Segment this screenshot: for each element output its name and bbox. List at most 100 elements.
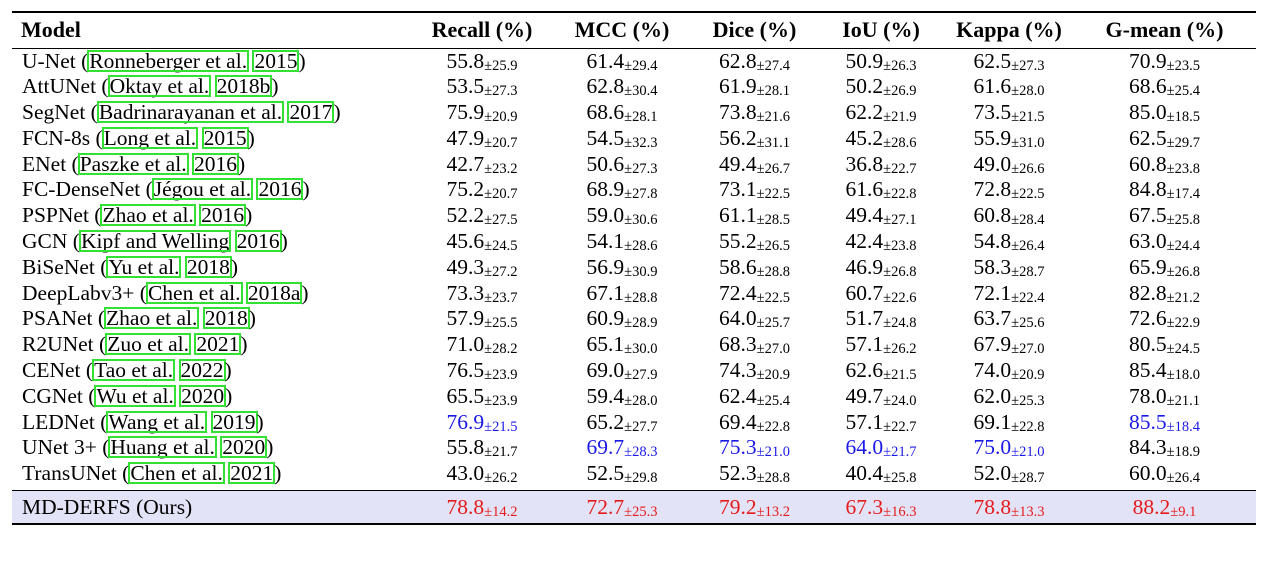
metric-std: ±21.0 <box>756 444 790 461</box>
metric-cell: 54.5±32.3 <box>552 125 692 151</box>
model-name: CENet ( <box>22 357 94 382</box>
model-name: MD-DERFS (Ours) <box>22 494 193 519</box>
table-row: TransUNet (Chen et al. 2021) 43.0±26.2 52.… <box>12 461 1256 491</box>
metric-mean: 60.8 <box>973 203 1012 228</box>
metric-mean: 64.0 <box>719 306 757 331</box>
metric-mean: 61.4 <box>586 48 625 73</box>
metric-mean: 74.3 <box>719 357 757 382</box>
metric-mean: 61.6 <box>845 177 884 202</box>
metric-mean: 52.3 <box>719 460 757 485</box>
citation-close: ) <box>298 48 306 73</box>
metric-cell: 69.0±27.9 <box>552 358 692 384</box>
metric-mean: 49.3 <box>446 254 485 279</box>
metric-std: ±24.5 <box>1166 341 1200 358</box>
citation-year: 2022 <box>178 357 226 382</box>
metric-mean: 62.5 <box>1129 125 1167 150</box>
metric-cell: 75.3±21.0 <box>692 435 817 461</box>
metric-mean: 47.9 <box>446 125 485 150</box>
metric-cell: 85.0±18.5 <box>1073 100 1256 126</box>
metric-std: ±23.5 <box>1166 57 1200 74</box>
table-row: SegNet (Badrinarayanan et al. 2017) 75.9±… <box>12 100 1256 126</box>
metric-std: ±30.4 <box>624 83 658 100</box>
metric-mean: 60.0 <box>1129 460 1167 485</box>
citation-close: ) <box>280 228 288 253</box>
citation-author: Ronneberger et al. <box>87 48 250 73</box>
metric-mean: 50.6 <box>586 151 625 176</box>
citation-close: ) <box>247 125 255 150</box>
metric-cell: 57.1±26.2 <box>817 332 945 358</box>
model-name: UNet 3+ ( <box>22 435 110 460</box>
metric-mean: 70.9 <box>1129 48 1167 73</box>
metric-cell: 73.1±22.5 <box>692 177 817 203</box>
metric-cell: 65.5±23.9 <box>412 383 552 409</box>
metric-cell: 78.0±21.1 <box>1073 383 1256 409</box>
metric-std: ±9.1 <box>1170 503 1197 520</box>
metric-cell: 49.4±26.7 <box>692 151 817 177</box>
metric-std: ±28.6 <box>624 237 658 254</box>
citation-close: ) <box>224 357 232 382</box>
metric-std: ±24.8 <box>883 315 917 332</box>
metric-std: ±22.9 <box>1166 315 1200 332</box>
metric-cell: 75.0±21.0 <box>945 435 1073 461</box>
header-model: Model <box>21 17 81 43</box>
citation-author: Wu et al. <box>94 383 176 408</box>
metric-cell: 54.8±26.4 <box>945 229 1073 255</box>
metric-cell: 65.9±26.8 <box>1073 254 1256 280</box>
metric-mean: 82.8 <box>1129 280 1167 305</box>
metric-std: ±26.9 <box>883 83 917 100</box>
metric-mean: 43.0 <box>446 460 485 485</box>
metric-std: ±20.7 <box>484 186 518 203</box>
metric-std: ±13.2 <box>756 503 790 520</box>
metric-cell: 62.4±25.4 <box>692 383 817 409</box>
metric-mean: 46.9 <box>845 254 884 279</box>
metric-std: ±22.7 <box>883 160 917 177</box>
metric-mean: 67.3 <box>845 494 884 519</box>
table-row: CENet (Tao et al. 2022) 76.5±23.9 69.0±27.… <box>12 358 1256 384</box>
metric-cell: 58.6±28.8 <box>692 254 817 280</box>
citation-author: Oktay et al. <box>107 74 212 99</box>
metric-cell: 49.3±27.2 <box>412 254 552 280</box>
metric-cell: 60.8±23.8 <box>1073 151 1256 177</box>
metric-cell: 64.0±25.7 <box>692 306 817 332</box>
metric-cell: 54.1±28.6 <box>552 229 692 255</box>
metric-std: ±18.0 <box>1166 366 1200 383</box>
metric-std: ±25.9 <box>484 57 518 74</box>
table-row: GCN (Kipf and Welling 2016) 45.6±24.5 54.1… <box>12 229 1256 255</box>
metric-mean: 49.4 <box>845 203 884 228</box>
metric-cell: 59.4±28.0 <box>552 383 692 409</box>
metric-std: ±29.4 <box>624 57 658 74</box>
metric-mean: 55.9 <box>973 125 1012 150</box>
header-gmean: G-mean (%) <box>1105 17 1224 43</box>
citation-author: Jégou et al. <box>151 177 254 202</box>
metric-mean: 84.8 <box>1129 177 1167 202</box>
metric-std: ±28.1 <box>624 108 658 125</box>
metric-std: ±26.8 <box>883 263 917 280</box>
metric-cell: 75.9±20.9 <box>412 100 552 126</box>
metric-std: ±20.9 <box>1011 366 1045 383</box>
metric-mean: 57.9 <box>446 306 485 331</box>
metric-mean: 74.0 <box>973 357 1012 382</box>
metric-mean: 53.5 <box>446 74 485 99</box>
model-name: PSPNet ( <box>22 203 102 228</box>
metric-std: ±21.7 <box>484 444 518 461</box>
metric-cell: 49.0±26.6 <box>945 151 1073 177</box>
metric-cell: 84.8±17.4 <box>1073 177 1256 203</box>
metric-cell: 79.2±13.2 <box>692 490 817 524</box>
citation-author: Kipf and Welling <box>78 228 232 253</box>
metric-mean: 49.0 <box>973 151 1012 176</box>
metric-std: ±24.0 <box>883 392 917 409</box>
metric-mean: 55.8 <box>446 435 485 460</box>
metric-cell: 61.6±28.0 <box>945 74 1073 100</box>
citation-year: 2017 <box>287 99 335 124</box>
metric-cell: 70.9±23.5 <box>1073 48 1256 74</box>
metric-std: ±13.3 <box>1011 503 1045 520</box>
citation-close: ) <box>266 435 274 460</box>
metric-mean: 54.8 <box>973 228 1012 253</box>
metric-mean: 62.8 <box>586 74 625 99</box>
metric-std: ±25.7 <box>756 315 790 332</box>
metric-mean: 62.6 <box>845 357 884 382</box>
metric-std: ±25.5 <box>484 315 518 332</box>
metric-mean: 75.2 <box>446 177 485 202</box>
metric-mean: 62.8 <box>719 48 757 73</box>
metric-mean: 73.5 <box>973 99 1012 124</box>
